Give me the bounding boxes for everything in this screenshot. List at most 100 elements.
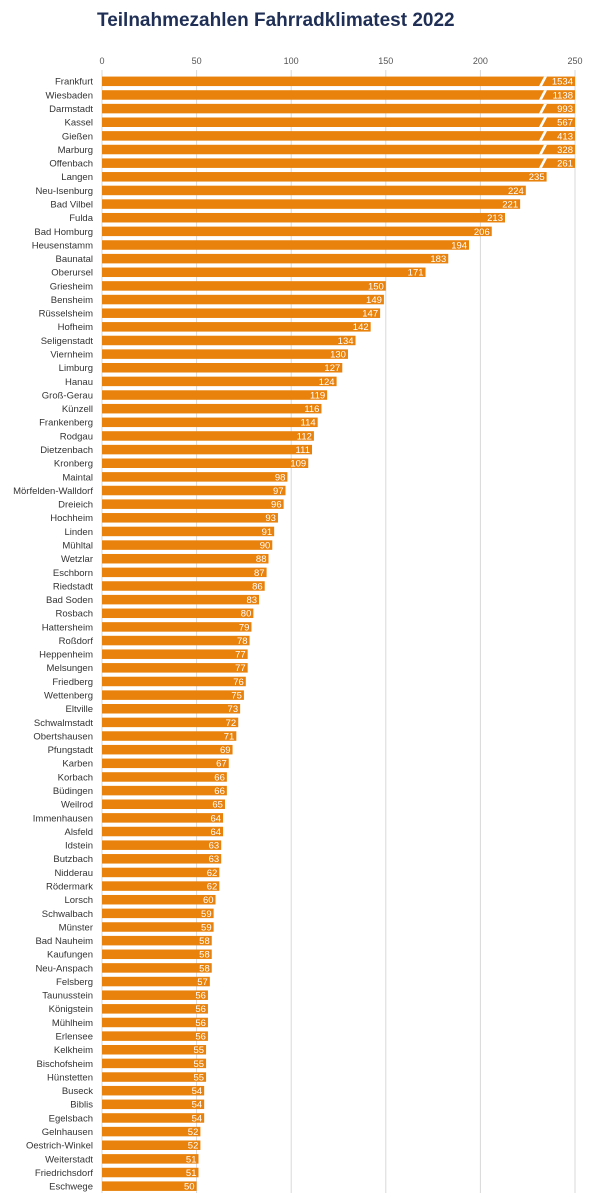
- bar: [102, 854, 222, 864]
- value-label: 150: [368, 281, 384, 292]
- bar: [102, 363, 343, 373]
- bar: [102, 403, 322, 414]
- category-label: Neu-Isenburg: [35, 186, 93, 197]
- bar: [102, 253, 449, 264]
- category-label: Nidderau: [54, 868, 93, 879]
- value-label: 59: [201, 909, 212, 920]
- value-label: 62: [207, 881, 218, 892]
- value-label: 112: [297, 431, 312, 442]
- bar: [102, 772, 227, 782]
- category-label: Kronberg: [54, 459, 93, 470]
- bar: [102, 226, 492, 237]
- value-label: 993: [557, 104, 573, 115]
- bar: [102, 1072, 207, 1082]
- bar: [102, 349, 348, 359]
- bar: [102, 1167, 199, 1178]
- category-label: Eschborn: [53, 568, 93, 579]
- axis-break-mark: [539, 90, 547, 100]
- value-label: 90: [260, 540, 271, 551]
- category-label: Obertshausen: [33, 731, 93, 742]
- category-label: Weilrod: [61, 800, 93, 811]
- category-label: Butzbach: [53, 854, 93, 865]
- category-label: Eschwege: [49, 1182, 93, 1193]
- category-label: Viernheim: [50, 350, 93, 361]
- category-label: Immenhausen: [33, 813, 93, 824]
- category-label: Friedberg: [52, 677, 93, 688]
- bar: [102, 199, 521, 209]
- value-label: 72: [226, 718, 237, 729]
- value-label: 235: [529, 172, 545, 183]
- bar: [102, 758, 229, 769]
- category-label: Kassel: [64, 118, 93, 129]
- value-label: 88: [256, 554, 267, 565]
- value-label: 73: [228, 704, 239, 715]
- value-label: 62: [207, 868, 218, 879]
- axis-break-mark: [539, 131, 547, 141]
- category-label: Bad Soden: [46, 595, 93, 606]
- value-label: 71: [224, 731, 235, 742]
- category-label: Mühltal: [62, 540, 93, 551]
- value-label: 55: [193, 1072, 204, 1083]
- value-label: 51: [186, 1154, 197, 1165]
- category-label: Hünstetten: [47, 1072, 93, 1083]
- value-label: 51: [186, 1168, 197, 1179]
- axis-break-mark: [539, 103, 547, 114]
- bar: [102, 1085, 205, 1096]
- bar: [102, 1113, 205, 1123]
- value-label: 119: [310, 390, 325, 401]
- category-label: Langen: [61, 172, 93, 183]
- bar: [102, 1004, 208, 1014]
- value-label: 91: [262, 527, 273, 538]
- value-label: 65: [212, 800, 223, 811]
- category-label: Frankenberg: [39, 418, 93, 429]
- axis-break-mark: [539, 117, 547, 127]
- value-label: 64: [211, 827, 222, 838]
- value-label: 567: [557, 118, 573, 129]
- category-label: Gießen: [62, 131, 93, 142]
- bar: [102, 594, 260, 605]
- value-label: 1138: [553, 90, 573, 101]
- category-label: Königstein: [49, 1004, 93, 1015]
- category-label: Erlensee: [56, 1032, 94, 1043]
- category-label: Hochheim: [50, 513, 93, 524]
- category-label: Heusenstamm: [32, 240, 93, 251]
- x-tick-label: 100: [284, 56, 299, 66]
- bar: [102, 526, 275, 537]
- category-label: Dietzenbach: [40, 445, 93, 456]
- value-label: 66: [214, 786, 225, 797]
- value-label: 149: [366, 295, 382, 306]
- bar: [102, 608, 254, 619]
- bar: [102, 390, 328, 400]
- value-label: 109: [290, 459, 306, 470]
- bar: [102, 935, 212, 946]
- value-label: 328: [557, 145, 573, 156]
- category-label: Pfungstadt: [48, 745, 94, 756]
- bar: [102, 294, 384, 305]
- category-label: Limburg: [59, 363, 93, 374]
- category-label: Eltville: [66, 704, 93, 715]
- category-label: Bad Nauheim: [35, 936, 93, 947]
- value-label: 54: [192, 1113, 203, 1124]
- bar: [102, 744, 233, 755]
- bar: [102, 281, 386, 291]
- bar: [102, 458, 309, 468]
- bar: [102, 417, 318, 428]
- bar: [102, 990, 208, 1000]
- bar: [102, 676, 246, 687]
- bar: [102, 826, 224, 837]
- category-label: Alsfeld: [64, 827, 93, 838]
- bar: [102, 90, 575, 100]
- value-label: 63: [209, 854, 220, 865]
- value-label: 79: [239, 622, 250, 633]
- value-label: 1534: [552, 77, 573, 88]
- category-label: Marburg: [58, 145, 93, 156]
- value-label: 171: [408, 268, 424, 279]
- bar: [102, 867, 220, 878]
- value-label: 206: [474, 227, 490, 238]
- bar: [102, 704, 241, 714]
- value-label: 213: [487, 213, 503, 224]
- category-label: Oestrich-Winkel: [26, 1141, 93, 1152]
- category-label: Kaufungen: [47, 950, 93, 961]
- value-label: 56: [195, 991, 206, 1002]
